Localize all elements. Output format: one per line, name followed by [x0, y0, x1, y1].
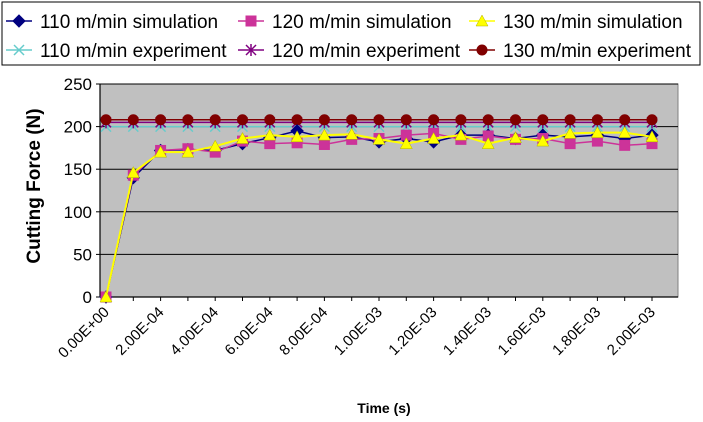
y-axis-title: Cutting Force (N): [24, 108, 45, 263]
data-point: [537, 114, 549, 126]
x-tick-label: 2.00E-03: [604, 304, 659, 359]
data-point: [509, 131, 522, 143]
data-point: [245, 15, 257, 27]
y-tick-label: 100: [64, 203, 92, 222]
y-tick-labels: 0 50 100 150 200 250: [64, 75, 92, 307]
legend-box: [1, 1, 701, 66]
legend-label: 110 m/min simulation: [40, 12, 218, 33]
data-point: [346, 114, 358, 126]
x-tick-label: 1.80E-03: [549, 304, 604, 359]
data-point: [290, 130, 304, 143]
data-point: [155, 114, 167, 126]
data-point: [591, 114, 603, 126]
data-point: [318, 138, 330, 150]
data-point: [482, 114, 494, 126]
series-130-m-min-experiment: [100, 114, 658, 126]
data-point: [645, 130, 659, 143]
series-group: [99, 114, 659, 304]
data-point: [317, 128, 331, 141]
y-tick-label: 150: [64, 160, 92, 179]
data-point: [236, 132, 249, 144]
data-point: [454, 128, 468, 141]
data-point: [399, 137, 413, 149]
data-point: [237, 114, 248, 126]
data-point: [536, 134, 550, 147]
legend-entry: 110 m/min simulation: [6, 12, 218, 33]
y-tick-label: 50: [73, 245, 92, 264]
x-tick-label: 1.40E-03: [440, 304, 495, 359]
y-tick-label: 250: [64, 75, 92, 94]
data-point: [291, 114, 303, 126]
data-point: [182, 114, 194, 126]
data-point: [564, 138, 576, 150]
data-point: [245, 44, 257, 56]
data-point: [318, 114, 330, 126]
data-point: [646, 114, 658, 126]
legend-label: 120 m/min experiment: [272, 41, 461, 62]
x-tick-label: 4.00E-04: [167, 304, 222, 359]
data-point: [372, 132, 386, 145]
data-point: [563, 126, 577, 139]
y-tick-label: 0: [83, 288, 92, 307]
legend-entry: 130 m/min simulation: [469, 12, 683, 33]
x-tick-label: 1.20E-03: [385, 304, 440, 359]
x-tick-label: 2.00E-04: [112, 304, 167, 359]
data-point: [400, 114, 412, 126]
x-tick-label: 0.00E+00: [55, 304, 113, 362]
x-tick-label: 8.00E-04: [276, 304, 331, 359]
legend-entry: 110 m/min experiment: [6, 41, 227, 62]
data-point: [13, 44, 25, 56]
data-point: [618, 126, 632, 138]
legend-label: 130 m/min experiment: [503, 41, 692, 62]
x-tick-label: 6.00E-04: [222, 304, 277, 359]
data-point: [345, 127, 359, 140]
data-point: [455, 114, 467, 126]
legend-label: 130 m/min simulation: [503, 12, 683, 33]
data-point: [428, 114, 440, 126]
data-point: [154, 145, 168, 158]
data-point: [127, 114, 139, 126]
data-point: [619, 114, 631, 126]
data-point: [476, 44, 488, 56]
legend-label: 120 m/min simulation: [272, 12, 452, 33]
x-tick-labels: 0.00E+00 2.00E-04 4.00E-04 6.00E-04 8.00E-04…: [55, 304, 659, 362]
data-point: [209, 114, 221, 126]
legend-label: 110 m/min experiment: [40, 41, 227, 62]
legend-entry: 120 m/min simulation: [238, 12, 452, 33]
data-point: [590, 126, 604, 138]
data-point: [427, 132, 441, 144]
data-point: [12, 14, 26, 28]
data-point: [126, 166, 140, 178]
data-point: [619, 139, 631, 151]
marker-stroke: [13, 44, 25, 56]
data-point: [475, 14, 489, 27]
data-point: [181, 145, 195, 158]
data-point: [510, 114, 521, 126]
data-point: [100, 114, 112, 126]
data-point: [564, 114, 576, 126]
data-point: [373, 114, 385, 126]
legend-entry: 130 m/min experiment: [469, 41, 692, 62]
data-point: [481, 137, 495, 149]
series-130-m-min-simulation: [99, 126, 659, 303]
data-point: [264, 114, 276, 126]
data-point: [263, 128, 277, 141]
x-axis-title: Time (s): [357, 400, 410, 416]
x-tick-label: 1.60E-03: [495, 304, 550, 359]
y-tick-label: 200: [64, 118, 92, 137]
data-point: [208, 139, 222, 152]
x-tick-label: 1.00E-03: [331, 304, 386, 359]
legend: 110 m/min simulation 120 m/min simulation…: [6, 12, 692, 62]
legend-entry: 120 m/min experiment: [238, 41, 461, 62]
data-point: [99, 290, 113, 303]
